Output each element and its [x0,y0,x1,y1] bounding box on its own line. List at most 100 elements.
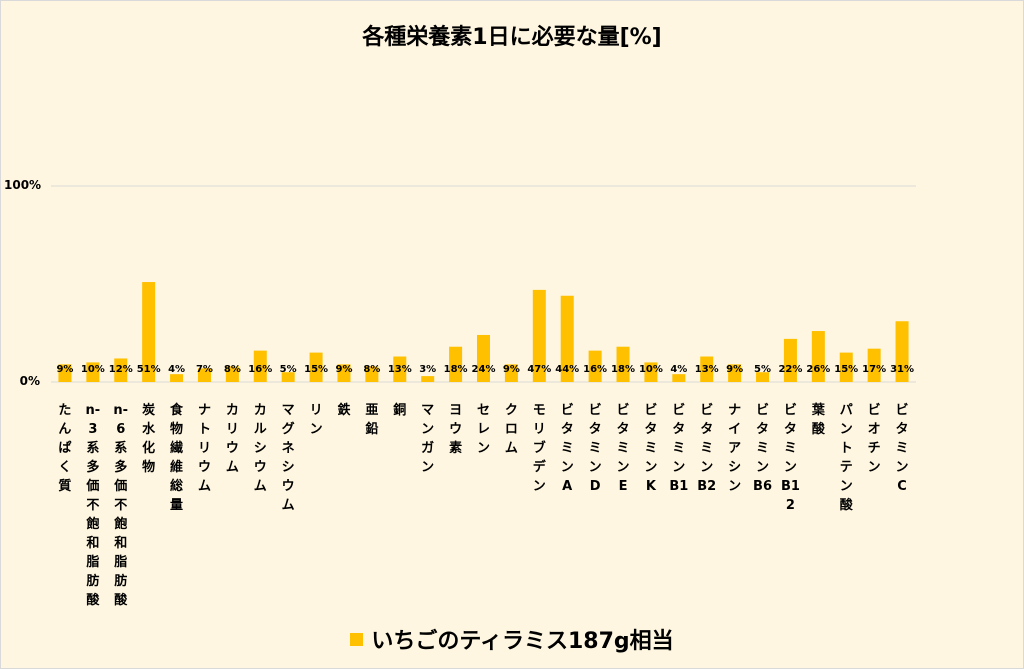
bar [309,352,323,382]
bar [588,350,602,382]
data-label: 10% [81,364,105,375]
category-label: ビタミンB6 [753,403,773,494]
category-label: n-6系多価不飽和脂肪酸 [113,403,129,608]
data-label: 22% [778,364,802,375]
bar [756,372,770,382]
data-label: 9% [503,364,520,375]
category-label: リン [309,403,323,437]
category-label: ヨウ素 [449,403,463,456]
category-label: ビタミンB12 [780,403,800,513]
data-label: 47% [527,364,551,375]
category-label: カルシウム [253,403,267,494]
data-label: 4% [670,364,687,375]
data-label: 13% [695,364,719,375]
category-label: ナイアシン [728,403,742,494]
data-label: 51% [137,364,161,375]
chart-title: 各種栄養素1日に必要な量[%] [362,25,662,50]
bar [728,364,742,382]
data-label: 13% [388,364,412,375]
category-label: n-3系多価不飽和脂肪酸 [85,403,101,608]
category-label: 銅 [393,403,407,418]
bar [644,362,658,382]
data-label: 5% [280,364,297,375]
category-label: たんぱく質 [58,403,72,494]
data-label: 5% [754,364,771,375]
data-label: 10% [639,364,663,375]
category-label: 亜 鉛 [365,403,392,437]
bar [337,364,351,382]
data-label: 15% [304,364,328,375]
category-label: 葉 酸 [811,403,838,437]
data-label: 12% [109,364,133,375]
bar [170,374,184,382]
category-label: マグネシウム [281,403,295,513]
data-label: 4% [168,364,185,375]
category-label: ビタミンK [644,403,658,494]
category-label: ビタミンB2 [697,403,717,494]
category-label: パントテン酸 [839,403,853,513]
bar [58,364,72,382]
category-label: ビタミンA [560,403,574,494]
category-label: セレン [476,403,490,456]
bar [672,374,686,382]
bar [504,364,518,382]
data-label: 9% [56,364,73,375]
data-label: 9% [726,364,743,375]
bar [393,356,407,382]
category-label: 食物繊維総量 [170,403,184,513]
bar [253,350,267,382]
legend-label: いちごのティラミス187g相当 [371,629,674,654]
category-label: ビタミンD [588,403,602,494]
category-label: ビオチン [867,403,881,475]
bar [114,358,128,382]
bar [421,376,435,382]
bar [532,289,546,382]
bar [895,321,909,382]
bar [839,352,853,382]
category-label: ビタミンE [616,403,630,494]
data-label: 15% [834,364,858,375]
y-tick-label: 0% [19,374,40,388]
legend-swatch [350,632,364,646]
bar [197,368,211,382]
bar [365,366,379,382]
category-label: カリウム [225,403,239,475]
bar [142,282,156,382]
bar [281,372,295,382]
data-label: 31% [890,364,914,375]
bar [477,334,490,382]
category-label: マンガン [421,403,435,475]
data-label: 8% [363,364,380,375]
data-label: 44% [555,364,579,375]
data-label: 8% [224,364,241,375]
data-label: 17% [862,364,886,375]
data-label: 24% [472,364,496,375]
bar [86,362,100,382]
category-label: 炭水化物 [142,403,156,475]
data-label: 26% [806,364,830,375]
data-label: 18% [444,364,468,375]
bar [449,346,463,382]
bar [225,366,239,382]
legend: いちごのティラミス187g相当 [1,623,1023,655]
data-label: 9% [335,364,352,375]
y-tick-label: 100% [4,178,42,192]
category-label: ビタミンC [895,403,909,494]
category-label: モリブデン [532,403,546,494]
category-label: ビタミンB1 [669,403,689,494]
data-label: 18% [611,364,635,375]
bar [783,338,797,382]
category-label: 鉄 [337,403,351,418]
bar [560,295,574,382]
bar [811,331,825,382]
data-label: 3% [419,364,436,375]
bar [616,346,630,382]
bar [867,348,881,382]
data-label: 7% [196,364,213,375]
bar [700,356,714,382]
category-label: ナトリウム [197,403,211,494]
category-label: クロム [504,403,518,456]
data-label: 16% [583,364,607,375]
